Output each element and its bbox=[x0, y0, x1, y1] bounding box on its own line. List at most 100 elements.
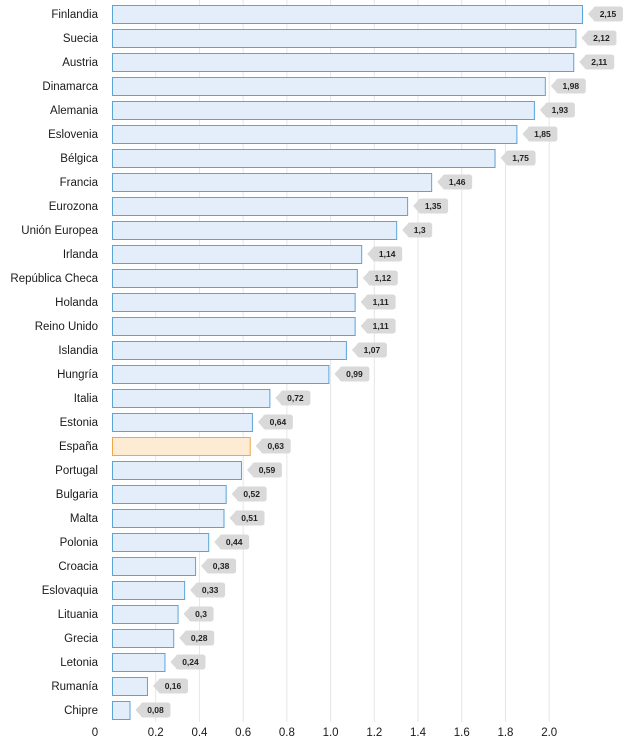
bar[interactable] bbox=[112, 557, 197, 576]
bar[interactable] bbox=[112, 197, 409, 216]
category-label: Reino Unido bbox=[35, 321, 98, 333]
category-label: Bulgaria bbox=[56, 489, 99, 501]
bar[interactable] bbox=[112, 413, 253, 432]
category-label: Portugal bbox=[55, 465, 98, 477]
x-tick-label: 0.2 bbox=[148, 727, 164, 739]
value-labels: 2,15 2,12 2,11 1,98 1,93 1,85 1,75 1,46 1,35 1,3 1… bbox=[135, 6, 623, 718]
bar[interactable] bbox=[112, 53, 575, 72]
value-label: 1,11 bbox=[373, 297, 389, 307]
bar[interactable] bbox=[112, 365, 330, 384]
value-label-bubble bbox=[170, 654, 206, 670]
bar[interactable] bbox=[112, 581, 186, 600]
category-label: Chipre bbox=[64, 705, 98, 717]
value-label: 0,44 bbox=[226, 537, 243, 547]
category-label: Malta bbox=[70, 513, 99, 525]
value-label: 0,24 bbox=[182, 657, 199, 667]
category-label: España bbox=[59, 441, 99, 453]
category-label: Alemania bbox=[50, 105, 99, 117]
value-label-bubble bbox=[135, 702, 171, 718]
value-label-bubble bbox=[183, 606, 214, 622]
x-tick-label: 0.8 bbox=[279, 727, 295, 739]
bar[interactable] bbox=[112, 149, 496, 168]
category-label: Polonia bbox=[60, 537, 99, 549]
bar[interactable] bbox=[112, 533, 210, 552]
bar[interactable] bbox=[112, 437, 251, 456]
value-label: 2,11 bbox=[591, 57, 607, 67]
value-label-bubble bbox=[550, 78, 586, 94]
value-label: 0,28 bbox=[191, 633, 208, 643]
x-tick-label: 0 bbox=[92, 727, 98, 739]
value-label: 0,3 bbox=[195, 609, 207, 619]
value-label-bubble bbox=[152, 678, 188, 694]
x-tick-label: 0.4 bbox=[191, 727, 208, 739]
category-label: Holanda bbox=[55, 297, 98, 309]
value-label: 0,33 bbox=[202, 585, 219, 595]
category-label: Italia bbox=[74, 393, 99, 405]
bar[interactable] bbox=[112, 629, 175, 648]
bar[interactable] bbox=[112, 485, 227, 504]
category-label: Grecia bbox=[64, 633, 98, 645]
value-label-bubble bbox=[522, 126, 558, 142]
category-label: Francia bbox=[60, 177, 99, 189]
bar[interactable] bbox=[112, 5, 583, 24]
bar[interactable] bbox=[112, 701, 131, 720]
category-label: Finlandia bbox=[51, 9, 98, 21]
value-label: 0,52 bbox=[243, 489, 260, 499]
bar[interactable] bbox=[112, 77, 546, 96]
category-label: Austria bbox=[62, 57, 98, 69]
bar[interactable] bbox=[112, 125, 518, 144]
value-label-bubble bbox=[437, 174, 473, 190]
value-label-bubble bbox=[367, 246, 403, 262]
value-label: 0,16 bbox=[165, 681, 182, 691]
value-label-bubble bbox=[231, 486, 267, 502]
category-label: Irlanda bbox=[63, 249, 99, 261]
value-label-bubble bbox=[413, 198, 449, 214]
bar[interactable] bbox=[112, 677, 148, 696]
bar[interactable] bbox=[112, 173, 433, 192]
value-label-bubble bbox=[275, 390, 311, 406]
bar[interactable] bbox=[112, 509, 225, 528]
x-tick-label: 0.6 bbox=[235, 727, 251, 739]
value-label: 0,59 bbox=[259, 465, 276, 475]
bar[interactable] bbox=[112, 269, 358, 288]
value-label-bubble bbox=[190, 582, 226, 598]
category-label: Dinamarca bbox=[42, 81, 98, 93]
bar[interactable] bbox=[112, 653, 166, 672]
value-label: 1,85 bbox=[534, 129, 551, 139]
category-label: Suecia bbox=[63, 33, 99, 45]
value-label: 0,08 bbox=[147, 705, 164, 715]
bar[interactable] bbox=[112, 317, 356, 336]
x-tick-label: 2.0 bbox=[541, 727, 557, 739]
value-label: 1,93 bbox=[552, 105, 569, 115]
value-label: 0,38 bbox=[213, 561, 230, 571]
value-label: 1,14 bbox=[379, 249, 396, 259]
value-label: 0,51 bbox=[241, 513, 258, 523]
value-label: 0,99 bbox=[346, 369, 363, 379]
bar[interactable] bbox=[112, 221, 398, 240]
bar[interactable] bbox=[112, 29, 577, 48]
bar[interactable] bbox=[112, 461, 242, 480]
category-label: Lituania bbox=[58, 609, 99, 621]
category-label: Rumanía bbox=[51, 681, 98, 693]
value-label-bubble bbox=[334, 366, 370, 382]
value-label: 2,15 bbox=[600, 9, 617, 19]
bar[interactable] bbox=[112, 341, 347, 360]
value-label: 1,98 bbox=[563, 81, 580, 91]
x-tick-label: 1.0 bbox=[323, 727, 339, 739]
bars bbox=[112, 5, 583, 720]
bar[interactable] bbox=[112, 245, 363, 264]
value-label-bubble bbox=[360, 318, 396, 334]
value-label-bubble bbox=[257, 414, 293, 430]
category-label: Eslovaquia bbox=[42, 585, 99, 597]
gridlines bbox=[155, 0, 550, 722]
bar[interactable] bbox=[112, 605, 179, 624]
category-label: Unión Europea bbox=[21, 225, 98, 237]
bar[interactable] bbox=[112, 389, 271, 408]
value-label-bubble bbox=[351, 342, 387, 358]
value-label: 1,46 bbox=[449, 177, 466, 187]
category-label: Estonia bbox=[60, 417, 99, 429]
bar[interactable] bbox=[112, 293, 356, 312]
bar[interactable] bbox=[112, 101, 535, 120]
category-labels: Finlandia Suecia Austria Dinamarca Alemania E… bbox=[10, 9, 98, 717]
